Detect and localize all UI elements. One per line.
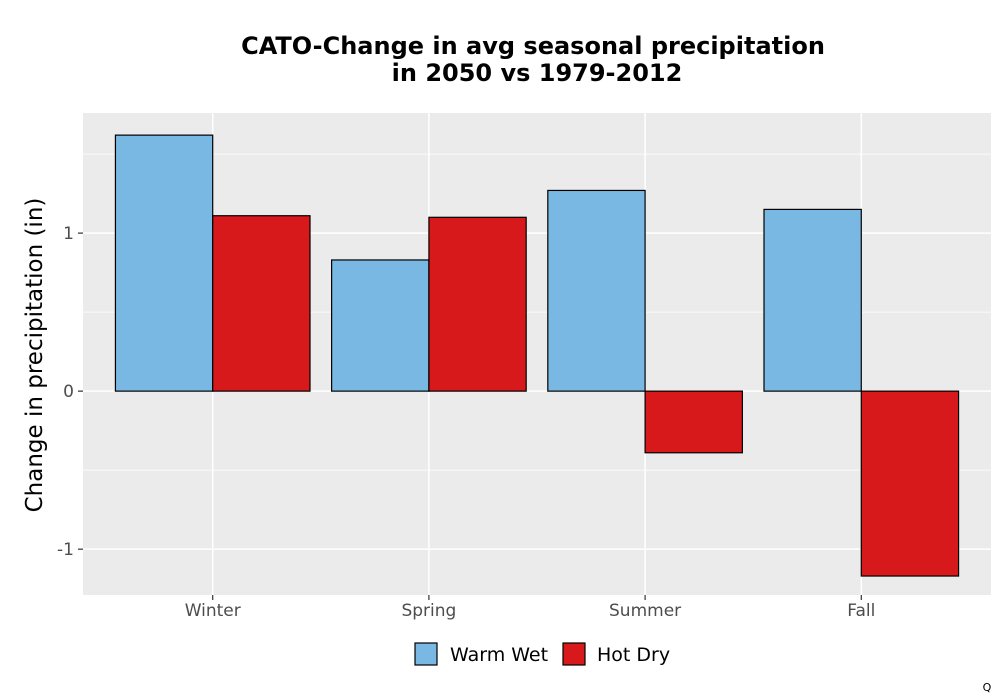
legend-label-hot-dry: Hot Dry: [597, 644, 670, 666]
y-tick-label: 1: [63, 224, 74, 244]
bar-hot-dry-spring: [428, 216, 527, 392]
y-tick-label: 0: [63, 382, 74, 402]
legend-swatch-warm-wet: [414, 642, 438, 666]
x-tick-label: Spring: [401, 601, 456, 621]
corner-mark: Q: [983, 681, 992, 694]
x-tick-label: Summer: [609, 601, 681, 621]
bar-warm-wet-winter: [114, 134, 214, 392]
y-axis-title: Change in precipitation (in): [22, 198, 48, 513]
bar-hot-dry-summer: [644, 390, 743, 454]
bar-hot-dry-winter: [212, 215, 311, 392]
y-axis-ticks: -1 0 1: [57, 224, 83, 560]
x-axis-ticks: Winter Spring Summer Fall: [185, 595, 875, 621]
chart-title-line-2: in 2050 vs 1979-2012: [392, 59, 683, 87]
x-tick-label: Winter: [185, 601, 241, 621]
legend-swatch-hot-dry: [562, 642, 586, 666]
bars: [114, 134, 960, 577]
bar-warm-wet-summer: [547, 189, 646, 392]
bar-warm-wet-fall: [763, 208, 862, 392]
bar-warm-wet-spring: [331, 259, 430, 392]
y-tick-label: -1: [57, 540, 74, 560]
bar-hot-dry-fall: [860, 390, 960, 577]
chart-title-line-1: CATO-Change in avg seasonal precipitatio…: [241, 32, 825, 60]
legend: Warm Wet Hot Dry: [414, 642, 670, 666]
x-tick-label: Fall: [847, 601, 875, 621]
legend-label-warm-wet: Warm Wet: [450, 644, 548, 666]
